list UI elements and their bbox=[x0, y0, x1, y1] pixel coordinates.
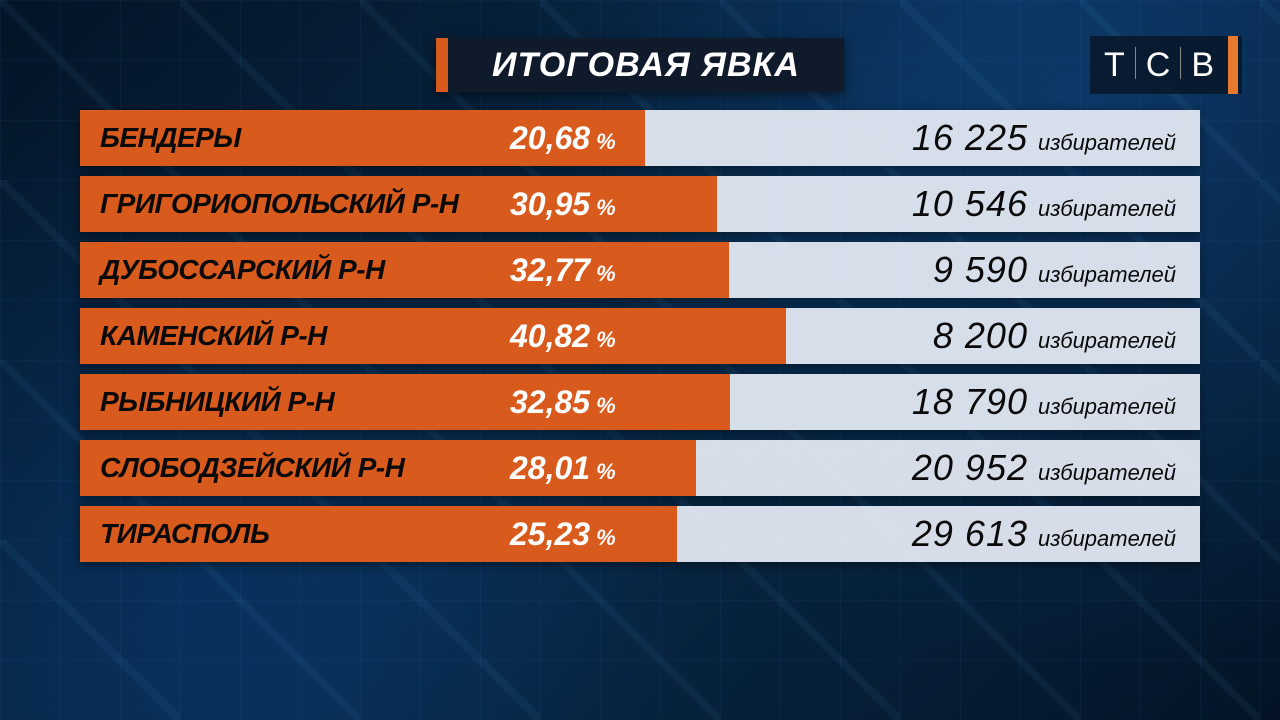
percent-symbol: % bbox=[596, 246, 616, 302]
logo-letter-3: В bbox=[1191, 46, 1214, 85]
count-label: избирателей bbox=[1038, 313, 1176, 369]
count-label: избирателей bbox=[1038, 247, 1176, 303]
count-label: избирателей bbox=[1038, 379, 1176, 435]
voter-count: 29 613избирателей bbox=[912, 506, 1176, 562]
turnout-percent: 32,85% bbox=[510, 374, 616, 430]
region-name: РЫБНИЦКИЙ Р-Н bbox=[100, 374, 334, 430]
channel-logo: Т С В bbox=[1090, 36, 1242, 94]
region-name: ДУБОССАРСКИЙ Р-Н bbox=[100, 242, 385, 298]
percent-symbol: % bbox=[596, 180, 616, 236]
percent-value: 20,68 bbox=[510, 110, 590, 166]
logo-accent bbox=[1228, 36, 1238, 94]
turnout-percent: 32,77% bbox=[510, 242, 616, 298]
count-label: избирателей bbox=[1038, 445, 1176, 501]
table-row: ГРИГОРИОПОЛЬСКИЙ Р-Н 30,95% 10 546избирате… bbox=[80, 176, 1200, 232]
title-accent bbox=[436, 38, 448, 92]
count-value: 10 546 bbox=[912, 176, 1028, 232]
count-label: избирателей bbox=[1038, 115, 1176, 171]
logo-separator bbox=[1135, 47, 1136, 79]
percent-symbol: % bbox=[596, 510, 616, 566]
percent-symbol: % bbox=[596, 312, 616, 368]
logo-separator bbox=[1180, 47, 1181, 79]
count-value: 29 613 bbox=[912, 506, 1028, 562]
voter-count: 18 790избирателей bbox=[912, 374, 1176, 430]
voter-count: 10 546избирателей bbox=[912, 176, 1176, 232]
region-name: СЛОБОДЗЕЙСКИЙ Р-Н bbox=[100, 440, 404, 496]
logo-letter-1: Т bbox=[1104, 46, 1125, 85]
turnout-table: БЕНДЕРЫ20,68%16 225избирателейГРИГОРИОПО… bbox=[80, 110, 1200, 572]
table-row: БЕНДЕРЫ 20,68% 16 225избирателей bbox=[80, 110, 1200, 166]
count-value: 20 952 bbox=[912, 440, 1028, 496]
turnout-percent: 30,95% bbox=[510, 176, 616, 232]
logo-letters: Т С В bbox=[1090, 36, 1220, 94]
percent-value: 40,82 bbox=[510, 308, 590, 364]
count-value: 9 590 bbox=[933, 242, 1028, 298]
percent-value: 28,01 bbox=[510, 440, 590, 496]
region-name: КАМЕНСКИЙ Р-Н bbox=[100, 308, 327, 364]
turnout-percent: 25,23% bbox=[510, 506, 616, 562]
table-row: КАМЕНСКИЙ Р-Н 40,82% 8 200избирателей bbox=[80, 308, 1200, 364]
table-row: ДУБОССАРСКИЙ Р-Н 32,77% 9 590избирателей bbox=[80, 242, 1200, 298]
title-bar: ИТОГОВАЯ ЯВКА bbox=[436, 38, 844, 92]
percent-symbol: % bbox=[596, 378, 616, 434]
region-name: БЕНДЕРЫ bbox=[100, 110, 241, 166]
percent-symbol: % bbox=[596, 444, 616, 500]
turnout-percent: 20,68% bbox=[510, 110, 616, 166]
turnout-percent: 28,01% bbox=[510, 440, 616, 496]
region-name: ГРИГОРИОПОЛЬСКИЙ Р-Н bbox=[100, 176, 458, 232]
count-value: 18 790 bbox=[912, 374, 1028, 430]
voter-count: 9 590избирателей bbox=[933, 242, 1176, 298]
table-row: ТИРАСПОЛЬ 25,23% 29 613избирателей bbox=[80, 506, 1200, 562]
count-label: избирателей bbox=[1038, 511, 1176, 567]
count-value: 8 200 bbox=[933, 308, 1028, 364]
region-name: ТИРАСПОЛЬ bbox=[100, 506, 269, 562]
page-title: ИТОГОВАЯ ЯВКА bbox=[448, 38, 844, 92]
count-label: избирателей bbox=[1038, 181, 1176, 237]
count-value: 16 225 bbox=[912, 110, 1028, 166]
voter-count: 8 200избирателей bbox=[933, 308, 1176, 364]
percent-symbol: % bbox=[596, 114, 616, 170]
turnout-percent: 40,82% bbox=[510, 308, 616, 364]
percent-value: 32,85 bbox=[510, 374, 590, 430]
voter-count: 20 952избирателей bbox=[912, 440, 1176, 496]
table-row: РЫБНИЦКИЙ Р-Н 32,85% 18 790избирателей bbox=[80, 374, 1200, 430]
voter-count: 16 225избирателей bbox=[912, 110, 1176, 166]
table-row: СЛОБОДЗЕЙСКИЙ Р-Н 28,01% 20 952избирателей bbox=[80, 440, 1200, 496]
percent-value: 32,77 bbox=[510, 242, 590, 298]
percent-value: 30,95 bbox=[510, 176, 590, 232]
percent-value: 25,23 bbox=[510, 506, 590, 562]
logo-letter-2: С bbox=[1146, 46, 1171, 85]
